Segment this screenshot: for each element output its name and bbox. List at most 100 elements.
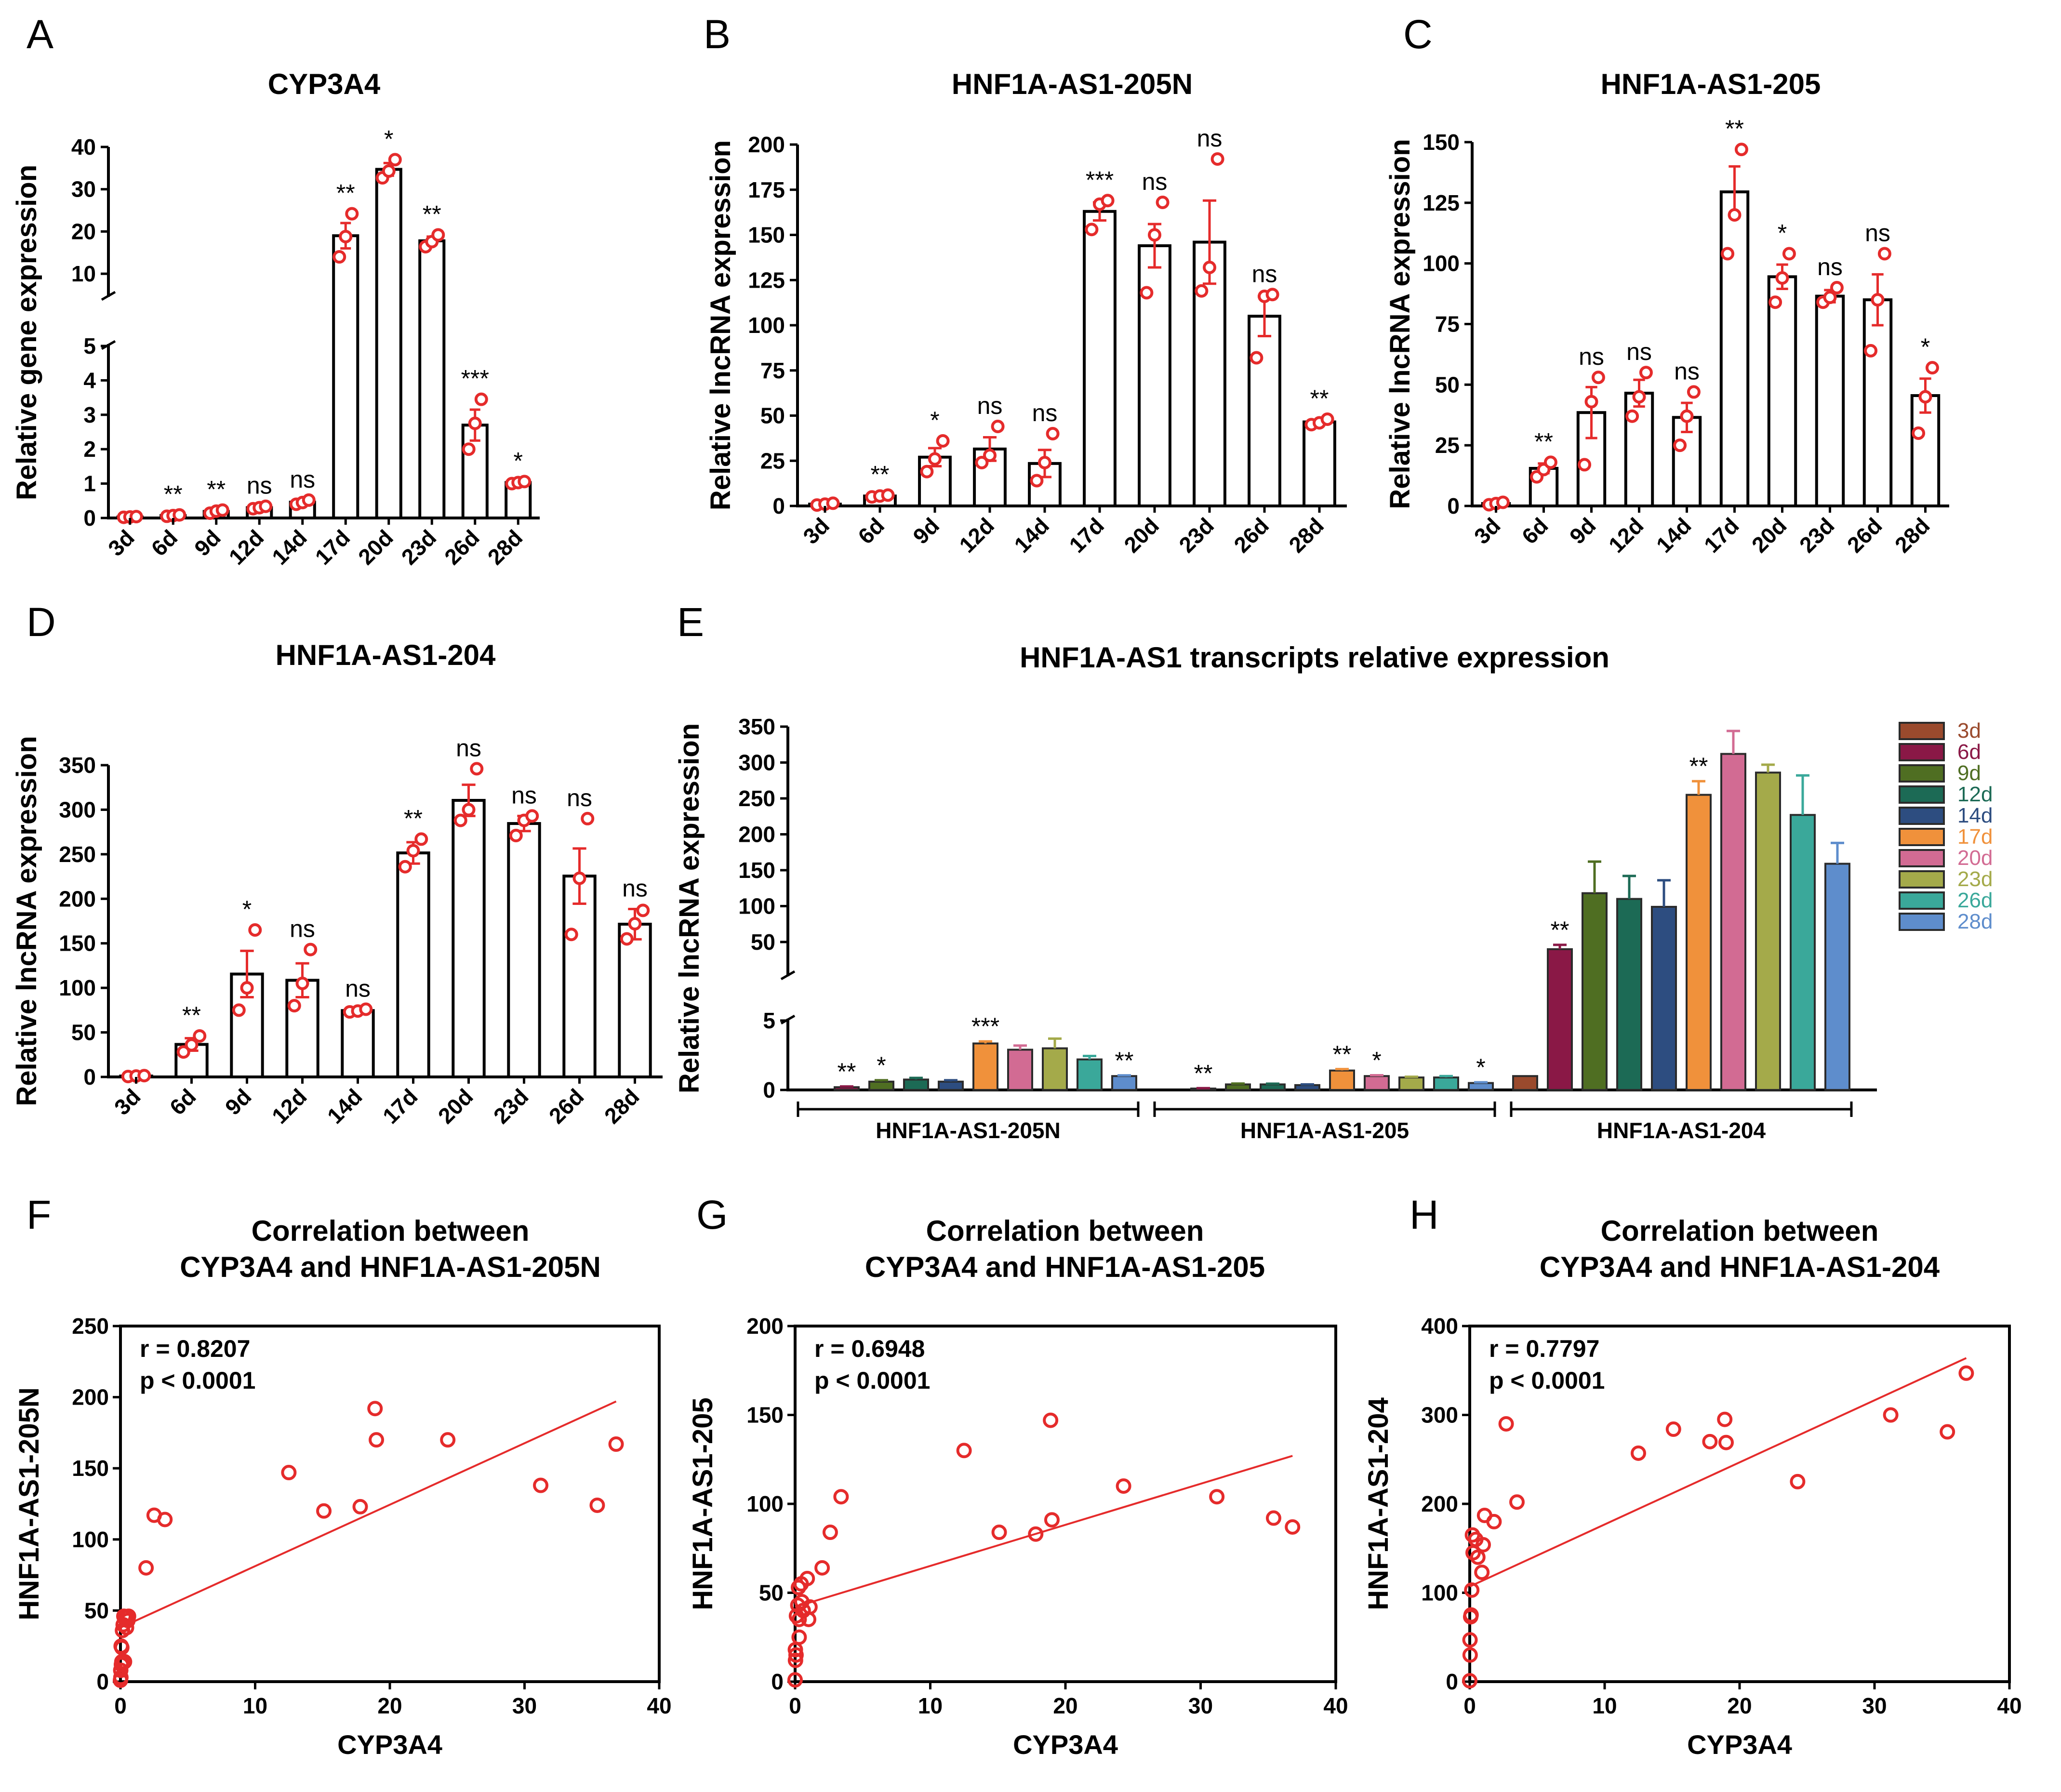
legend-label: 17d: [1957, 825, 1993, 849]
data-point: [462, 803, 476, 817]
x-tick-label: 28d: [483, 525, 528, 570]
y-tick-label: 100: [738, 893, 775, 918]
bar-23d: [507, 822, 541, 1078]
significance-label: ns: [567, 784, 592, 811]
scatter-point: [1209, 1489, 1225, 1505]
y-axis-label: HNF1A-AS1-205: [687, 1397, 718, 1610]
significance-label: *: [1921, 333, 1930, 360]
data-point: [1584, 395, 1598, 409]
significance-label: ns: [511, 782, 537, 809]
y-tick-label: 4: [83, 368, 96, 393]
data-point: [1782, 247, 1796, 261]
data-point: [1925, 361, 1939, 375]
y-tick-label: 20: [71, 219, 96, 244]
significance-label: **: [404, 805, 423, 832]
data-point: [525, 809, 539, 823]
data-point: [1250, 351, 1263, 365]
panel-label-D: D: [27, 599, 56, 645]
bar-17d: [972, 1042, 998, 1091]
significance-label: **: [838, 1058, 856, 1085]
legend-swatch-23d: [1899, 870, 1945, 889]
data-point: [406, 844, 420, 858]
significance-label: ns: [1252, 260, 1277, 287]
data-point: [1823, 291, 1837, 305]
group-label: HNF1A-AS1-204: [1597, 1118, 1766, 1143]
legend-label: 9d: [1957, 761, 1981, 785]
significance-label: ns: [977, 392, 1003, 419]
correlation-p: p < 0.0001: [140, 1367, 255, 1394]
scatter-point: [533, 1477, 549, 1493]
y-tick-label: 250: [59, 842, 96, 867]
scatter-point: [1044, 1512, 1060, 1528]
scatter-point: [608, 1436, 624, 1452]
significance-label: **: [1194, 1060, 1213, 1087]
scatter-point: [1883, 1407, 1899, 1423]
x-tick-label: 14d: [1009, 513, 1054, 558]
x-tick-label: 3d: [109, 1084, 146, 1120]
bar-23d: [1042, 1047, 1068, 1091]
significance-label: *: [1778, 220, 1787, 247]
regression-line: [120, 1400, 617, 1629]
x-tick-label: 6d: [1517, 513, 1553, 549]
significance-label: ns: [1579, 343, 1604, 370]
x-tick-label: 30: [1862, 1693, 1887, 1718]
panel-label-C: C: [1403, 12, 1433, 57]
panel-title-line2: CYP3A4 and HNF1A-AS1-205N: [180, 1251, 601, 1283]
scatter-point: [787, 1672, 803, 1688]
significance-label: *: [1476, 1054, 1485, 1081]
scatter-point: [138, 1560, 154, 1576]
significance-label: **: [871, 461, 890, 488]
legend-label: 20d: [1957, 846, 1993, 870]
scatter-point: [1470, 1549, 1486, 1565]
y-tick-label: 150: [748, 223, 785, 248]
data-point: [1195, 284, 1209, 298]
x-tick-label: 20: [1727, 1693, 1752, 1718]
panel-label-G: G: [696, 1192, 728, 1237]
y-tick-label: 0: [83, 505, 96, 531]
significance-label: ns: [1674, 358, 1700, 385]
y-tick-label: 100: [748, 313, 785, 338]
scatter-point: [369, 1432, 385, 1448]
scatter-point: [1498, 1416, 1514, 1432]
data-point: [1871, 293, 1885, 307]
x-tick-label: 20: [1053, 1693, 1077, 1718]
x-tick-label: 23d: [397, 525, 441, 570]
data-point: [1639, 366, 1653, 380]
x-tick-label: 12d: [267, 1084, 312, 1128]
x-tick-label: 17d: [1064, 513, 1109, 558]
data-point: [137, 1069, 151, 1083]
data-point: [474, 392, 488, 406]
data-point: [176, 1045, 190, 1059]
y-tick-label: 40: [71, 134, 96, 159]
scatter-point: [589, 1497, 605, 1513]
data-point: [470, 762, 484, 776]
bar-28d: [618, 922, 652, 1078]
bar-26d: [1790, 814, 1816, 1091]
y-tick-label: 30: [71, 177, 96, 202]
bar-28d: [1111, 1075, 1137, 1091]
significance-label: ns: [345, 975, 371, 1002]
y-tick-label: 0: [83, 1064, 96, 1089]
axis-break-mark: [780, 970, 796, 981]
y-tick-label: 0: [772, 493, 785, 518]
bar-20d: [1007, 1049, 1033, 1091]
significance-label: **: [1689, 753, 1708, 780]
panel-title: HNF1A-AS1 transcripts relative expressio…: [1020, 641, 1609, 674]
y-tick-label: 5: [763, 1008, 775, 1033]
y-tick-label: 100: [72, 1527, 109, 1552]
data-point: [359, 1002, 373, 1016]
legend-swatch-3d: [1899, 722, 1945, 740]
scatter-point: [1940, 1424, 1955, 1440]
data-point: [636, 903, 650, 917]
x-tick-label: 9d: [1565, 513, 1601, 549]
x-tick-label: 20d: [353, 525, 398, 570]
bar-9d: [868, 1080, 894, 1091]
panel-title-line1: Correlation between: [1601, 1215, 1879, 1247]
y-tick-label: 300: [1421, 1403, 1458, 1428]
data-point: [1721, 247, 1735, 261]
legend-label: 6d: [1957, 740, 1981, 764]
data-point: [1148, 228, 1161, 242]
x-tick-label: 10: [918, 1693, 943, 1718]
bar-17d: [1083, 210, 1117, 507]
x-tick-label: 0: [1463, 1693, 1476, 1718]
